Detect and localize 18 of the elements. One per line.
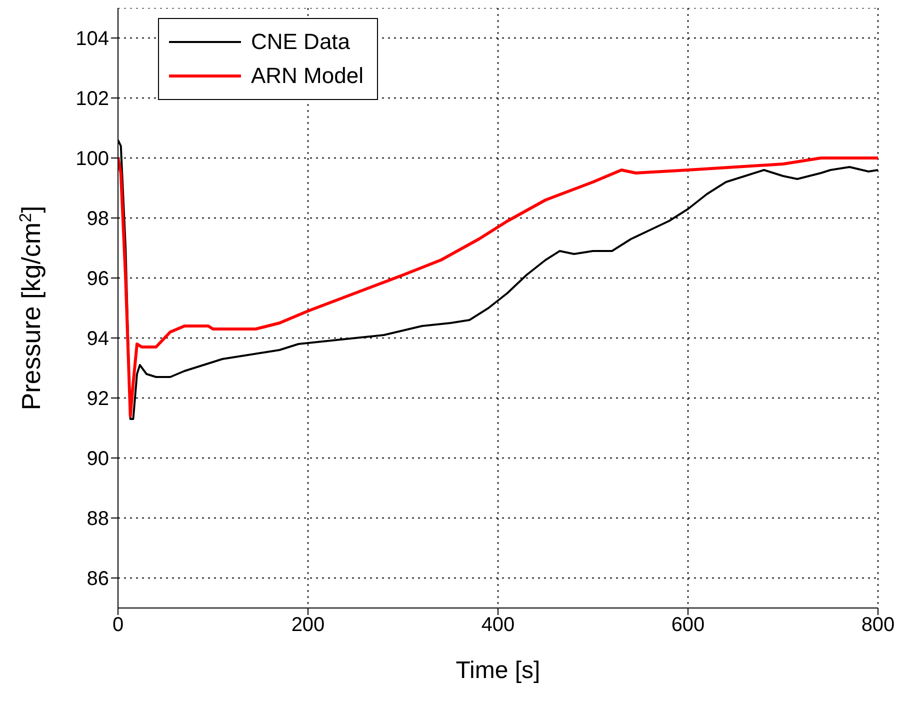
x-tick-label: 600 <box>671 614 705 636</box>
legend-label: ARN Model <box>251 62 364 90</box>
x-tick-label: 800 <box>861 614 895 636</box>
x-tick-label: 200 <box>291 614 325 636</box>
y-tick-label: 92 <box>86 388 109 410</box>
y-tick-label: 88 <box>86 508 109 530</box>
y-tick-label: 90 <box>86 448 109 470</box>
legend-label: CNE Data <box>251 28 350 56</box>
y-tick-label: 86 <box>86 568 109 590</box>
y-tick-label: 96 <box>86 268 109 290</box>
x-axis-title: Time [s] <box>456 657 540 684</box>
y-tick-label: 102 <box>76 88 109 110</box>
y-tick-label: 98 <box>86 208 109 230</box>
x-tick-label: 0 <box>112 614 124 636</box>
x-tick-label: 400 <box>481 614 515 636</box>
y-tick-label: 104 <box>76 28 109 50</box>
y-tick-label: 94 <box>86 328 109 350</box>
y-tick-label: 100 <box>76 148 109 170</box>
